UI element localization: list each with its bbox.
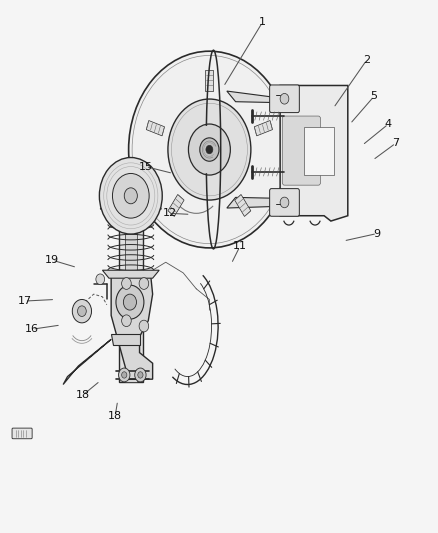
Circle shape [122, 315, 131, 327]
Polygon shape [111, 334, 140, 345]
Circle shape [135, 368, 146, 382]
Text: 16: 16 [25, 324, 39, 334]
Text: 11: 11 [233, 241, 247, 251]
Text: 12: 12 [163, 208, 177, 219]
Polygon shape [146, 120, 165, 136]
Circle shape [138, 372, 143, 378]
Polygon shape [119, 206, 143, 382]
Polygon shape [280, 85, 348, 221]
Circle shape [280, 93, 289, 104]
Polygon shape [102, 270, 159, 278]
Circle shape [99, 158, 162, 234]
Circle shape [96, 274, 105, 285]
Circle shape [127, 207, 135, 216]
Circle shape [129, 51, 290, 248]
Circle shape [139, 278, 149, 289]
Circle shape [113, 173, 149, 218]
FancyBboxPatch shape [270, 189, 299, 216]
Circle shape [124, 188, 138, 204]
Circle shape [188, 124, 230, 175]
Polygon shape [125, 228, 137, 382]
Polygon shape [100, 199, 161, 209]
Text: 18: 18 [108, 411, 122, 422]
Text: 7: 7 [392, 138, 399, 148]
Circle shape [72, 300, 92, 323]
Circle shape [119, 368, 130, 382]
Text: 5: 5 [371, 91, 378, 101]
Text: 4: 4 [385, 119, 392, 129]
Circle shape [78, 306, 86, 317]
Circle shape [168, 99, 251, 200]
Circle shape [122, 372, 127, 378]
Polygon shape [168, 195, 184, 216]
Circle shape [200, 138, 219, 161]
Text: 18: 18 [76, 390, 90, 400]
Text: 1: 1 [259, 17, 266, 27]
Polygon shape [227, 91, 285, 103]
Circle shape [123, 202, 139, 221]
Circle shape [116, 285, 144, 319]
Polygon shape [227, 197, 285, 208]
Circle shape [139, 320, 149, 332]
Circle shape [280, 197, 289, 208]
Text: 15: 15 [139, 161, 153, 172]
FancyBboxPatch shape [270, 85, 299, 112]
Circle shape [124, 294, 137, 310]
Circle shape [206, 146, 213, 154]
Text: 17: 17 [18, 296, 32, 306]
Circle shape [122, 278, 131, 289]
Polygon shape [235, 195, 251, 216]
Text: 2: 2 [363, 55, 370, 65]
Text: 19: 19 [45, 255, 59, 265]
Polygon shape [205, 70, 213, 91]
Polygon shape [63, 340, 111, 384]
FancyBboxPatch shape [12, 428, 32, 439]
Text: 9: 9 [374, 229, 381, 239]
FancyBboxPatch shape [283, 116, 321, 185]
Bar [304, 127, 334, 174]
Polygon shape [111, 273, 152, 379]
Polygon shape [254, 120, 272, 136]
